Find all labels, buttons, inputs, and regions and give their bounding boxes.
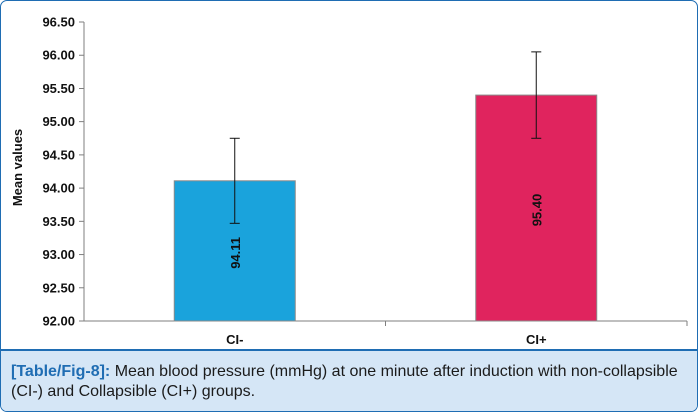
bar-chart: 92.00 92.50 93.00 93.50 94.00 94.50 95.00 95.50…	[10, 15, 688, 347]
chart-marks: 94.11 95.40	[173, 51, 598, 322]
y-tick-label: 93.50	[42, 214, 75, 229]
chart-axes: 92.00 92.50 93.00 93.50 94.00 94.50 95.00 95.50…	[10, 15, 688, 347]
x-category-label: CI-	[226, 332, 243, 347]
y-tick-label: 94.00	[42, 181, 75, 196]
figure-caption: [Table/Fig-8]: Mean blood pressure (mmHg…	[1, 349, 697, 411]
y-tick-label: 96.50	[42, 15, 75, 30]
x-category-label: CI+	[526, 332, 547, 347]
y-tick-label: 96.00	[42, 48, 75, 63]
caption-text: Mean blood pressure (mmHg) at one minute…	[11, 363, 678, 400]
figure-tag: [Table/Fig-8]:	[11, 363, 111, 380]
y-tick-label: 95.50	[42, 81, 75, 96]
y-tick-label: 94.50	[42, 147, 75, 162]
y-tick-label: 95.00	[42, 114, 75, 129]
data-label: 94.11	[228, 237, 243, 269]
y-tick-label: 92.50	[42, 280, 75, 295]
data-label: 95.40	[529, 194, 544, 227]
y-tick-label: 92.00	[42, 314, 75, 329]
y-axis-title: Mean values	[10, 129, 25, 206]
y-tick-label: 93.00	[42, 247, 75, 262]
